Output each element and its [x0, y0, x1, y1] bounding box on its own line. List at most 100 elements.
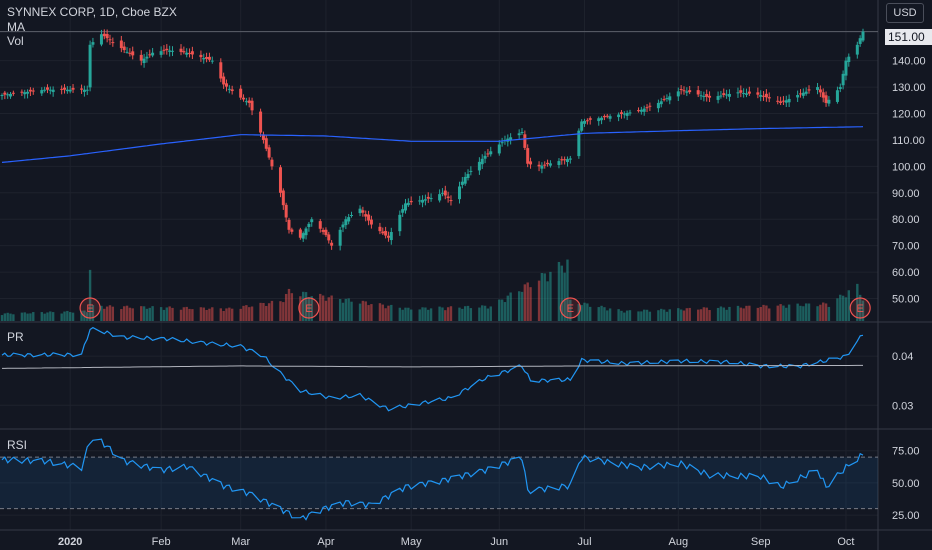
candle-body	[244, 101, 248, 103]
time-axis-tick: 2020	[58, 536, 82, 548]
candle-body	[619, 112, 623, 115]
candle-body	[88, 44, 92, 88]
volume-bar	[722, 307, 725, 321]
candle-body	[205, 57, 209, 59]
currency-button[interactable]: USD	[886, 3, 924, 23]
volume-bar	[796, 303, 799, 321]
volume-bar	[63, 311, 66, 321]
earnings-marker-label: E	[86, 303, 93, 315]
candle-body	[182, 51, 186, 53]
candle-body	[563, 159, 567, 161]
volume-bar	[270, 300, 274, 321]
volume-bar	[358, 303, 362, 321]
volume-bar	[699, 309, 703, 321]
volume-bar	[856, 283, 859, 321]
candle-body	[170, 50, 174, 52]
earnings-marker-label: E	[567, 303, 574, 315]
volume-bar	[742, 308, 745, 321]
rsi-axis-tick: 25.00	[892, 510, 920, 522]
volume-bar	[242, 305, 245, 321]
candle-body	[102, 33, 106, 37]
volume-bar	[299, 296, 302, 321]
candle-body	[546, 162, 550, 165]
volume-bar	[688, 307, 691, 321]
volume-bar	[91, 305, 95, 321]
volume-bar	[483, 305, 487, 321]
candle-body	[781, 100, 785, 102]
volume-bar	[125, 305, 129, 321]
volume-bar	[822, 302, 825, 321]
volume-bar	[347, 298, 350, 321]
volume-bar	[537, 280, 541, 321]
volume-bar	[370, 304, 373, 321]
candle-body	[125, 51, 129, 53]
price-axis-tick: 100.00	[892, 161, 926, 173]
candle-body	[327, 234, 331, 241]
volume-bar	[557, 261, 561, 321]
volume-bar	[449, 306, 453, 321]
volume-bar	[458, 307, 461, 321]
volume-bar	[100, 305, 103, 321]
volume-bar	[80, 310, 83, 321]
volume-bar	[199, 307, 203, 321]
price-axis-tick: 120.00	[892, 109, 926, 121]
volume-bar	[787, 304, 791, 321]
candle-body	[222, 76, 226, 85]
volume-bar	[569, 299, 572, 321]
volume-bar	[702, 307, 706, 321]
candle-body	[537, 164, 541, 167]
price-axis-tick: 80.00	[892, 214, 920, 226]
volume-bar	[60, 313, 63, 321]
candle-body	[602, 116, 606, 118]
volume-bar	[660, 308, 663, 321]
candle-body	[239, 88, 243, 98]
volume-bar	[608, 308, 612, 321]
candle-body	[65, 89, 69, 92]
candle-body	[460, 181, 464, 185]
candle-body	[278, 167, 282, 193]
candle-body	[151, 52, 155, 56]
time-axis-tick: Sep	[751, 536, 771, 548]
volume-bar	[506, 295, 510, 321]
volume-bar	[466, 305, 470, 321]
candle-body	[821, 92, 825, 98]
candle-body	[168, 50, 172, 52]
volume-bar	[645, 309, 649, 321]
volume-bar	[185, 306, 188, 321]
candle-body	[3, 92, 7, 95]
candle-body	[617, 114, 621, 118]
volume-bar	[648, 311, 652, 321]
time-axis-tick: May	[401, 536, 422, 548]
earnings-marker-label: E	[305, 303, 312, 315]
volume-bar	[685, 308, 689, 321]
candle-body	[404, 203, 408, 211]
candle-body	[443, 190, 447, 196]
volume-bar	[759, 307, 762, 321]
candle-body	[91, 42, 95, 45]
volume-bar	[29, 313, 32, 321]
volume-bar	[807, 303, 811, 321]
candle-body	[361, 210, 365, 213]
volume-bar	[86, 312, 89, 321]
volume-bar	[603, 307, 606, 321]
volume-bar	[503, 302, 507, 321]
candle-body	[347, 217, 351, 222]
volume-bar	[279, 301, 282, 321]
volume-bar	[205, 309, 208, 321]
volume-bar	[597, 307, 600, 321]
candle-body	[446, 196, 450, 199]
candle-body	[386, 235, 390, 238]
volume-bar	[387, 305, 390, 321]
volume-bar	[319, 293, 322, 321]
time-axis-tick: Oct	[837, 536, 854, 548]
candle-body	[637, 110, 641, 112]
candle-body	[548, 163, 552, 166]
candle-body	[68, 89, 72, 92]
rsi-axis-tick: 75.00	[892, 446, 920, 458]
volume-bar	[802, 306, 805, 321]
volume-bar	[284, 293, 288, 321]
volume-bar	[390, 304, 393, 321]
candle-body	[270, 159, 274, 167]
candle-body	[190, 51, 194, 55]
candle-body	[568, 158, 572, 160]
